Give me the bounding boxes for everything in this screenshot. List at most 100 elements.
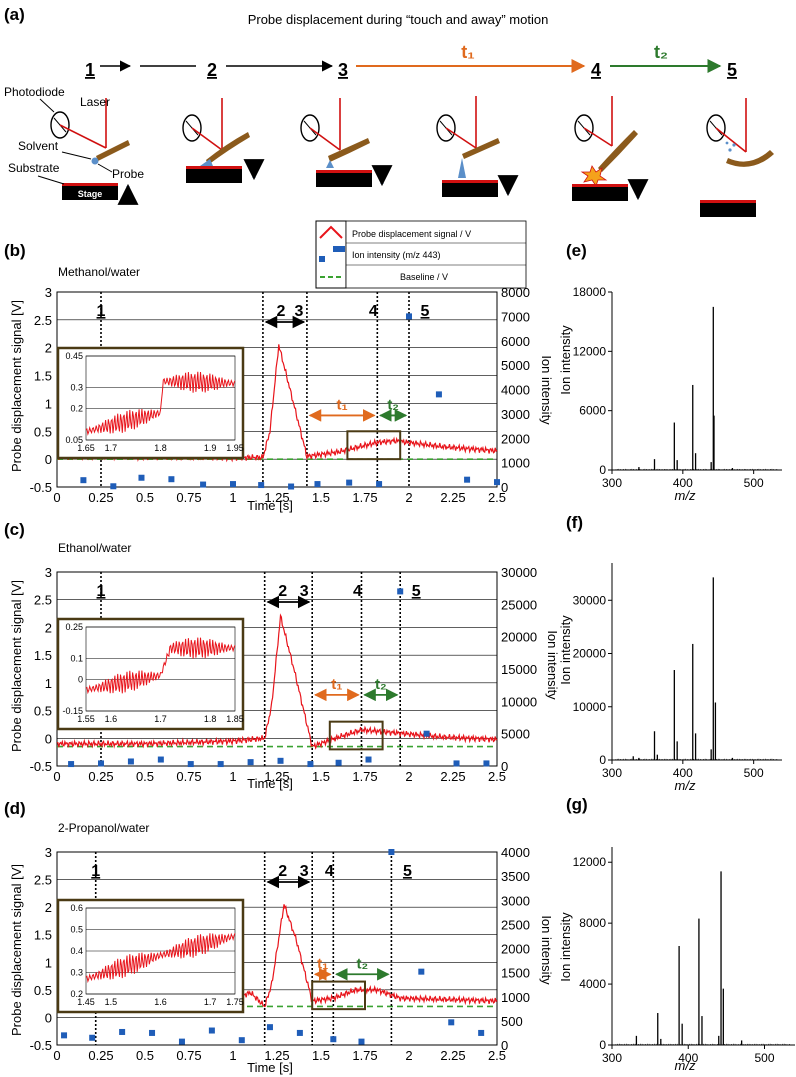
x-tick-label: 0.75 (176, 769, 201, 784)
x-tick-label: 2 (405, 1048, 412, 1063)
inset-trace (85, 637, 236, 695)
x-tick-label: 0 (53, 769, 60, 784)
panel-d-ylabel: Probe displacement signal [V] (9, 864, 24, 1036)
panel-f-plot: 0 10000 20000 30000 300 400 500 (573, 563, 782, 780)
y-tick-label: 2.5 (34, 313, 52, 328)
inset-plot-frame (85, 355, 236, 441)
y2-tick-label: 2500 (501, 917, 530, 932)
inset-y-tick-label: 0.2 (70, 989, 83, 999)
step-label-2: 2 (278, 863, 287, 880)
x-tick-label: 1 (229, 490, 236, 505)
ion-point (61, 1032, 68, 1039)
x-tick-label: 400 (678, 1051, 698, 1065)
y2-tick-label: 6000 (501, 334, 530, 349)
laser-label: Laser (80, 95, 110, 109)
panel-b-label: (b) (4, 241, 26, 260)
stage-block (186, 169, 242, 183)
y2-tick-label: 1000 (501, 990, 530, 1005)
y-tick-label: 1 (45, 396, 52, 411)
panel-d-y2label: Ion intensity (539, 915, 554, 985)
stage-block (62, 186, 118, 200)
zoom-region-box (311, 980, 367, 1011)
inset-x-tick-label: 1.6 (154, 997, 167, 1007)
step-label-5: 5 (727, 60, 737, 80)
inset-y-tick-label: 0.5 (70, 925, 83, 935)
x-tick-label: 0 (53, 490, 60, 505)
schematic-stage-4 (436, 96, 519, 197)
ion-point (296, 1029, 303, 1036)
y2-tick-label: 7000 (501, 309, 530, 324)
y2-tick-label: 5000 (501, 358, 530, 373)
ion-point (89, 1034, 96, 1041)
y-tick-label: 1 (45, 955, 52, 970)
x-tick-label: 0.5 (136, 769, 154, 784)
x-tick-label: 1.75 (352, 1048, 377, 1063)
panel-c: (c) Ethanol/water Probe displacement sig… (4, 520, 560, 791)
step-label-2: 2 (276, 303, 285, 320)
ion-point (448, 1019, 455, 1026)
step-label-4: 4 (369, 303, 378, 320)
inset-y-tick-label: 0.05 (65, 435, 83, 445)
inset-x-tick-label: 1.95 (226, 443, 244, 453)
inset-x-tick-label: 1.7 (105, 443, 118, 453)
legend-ion-icon (319, 256, 325, 262)
inset-x-tick-label: 1.5 (105, 997, 118, 1007)
x-tick-label: 0.75 (176, 1048, 201, 1063)
stage-block (572, 187, 628, 201)
x-tick-label: 1.75 (352, 769, 377, 784)
x-tick-label: 2.25 (440, 769, 465, 784)
ion-point (98, 760, 104, 767)
x-tick-label: 2.5 (488, 769, 506, 784)
x-tick-label: 2.5 (488, 1048, 506, 1063)
legend-baseline-label: Baseline / V (400, 272, 448, 282)
step-label-1: 1 (97, 303, 106, 320)
ion-point (138, 474, 145, 481)
inset: 0.05 0.2 0.3 0.45 1.65 1.7 1.8 1.9 1.95 (56, 346, 245, 460)
x-tick-label: 2.25 (440, 490, 465, 505)
y-tick-label: 4000 (579, 977, 606, 991)
y2-tick-label: 2000 (501, 431, 530, 446)
x-tick-label: 0.25 (88, 1048, 113, 1063)
ion-point (277, 757, 284, 764)
panel-b-xlabel: Time [s] (247, 498, 293, 513)
legend-signal-icon (319, 225, 343, 239)
y2-tick-label: 30000 (501, 565, 537, 580)
x-tick-label: 500 (754, 1051, 774, 1065)
step-label-3: 3 (294, 303, 303, 320)
x-tick-label: 400 (673, 476, 693, 490)
panel-d-subtitle: 2-Propanol/water (58, 821, 149, 835)
ion-point (238, 1037, 245, 1044)
x-tick-label: 500 (744, 476, 764, 490)
droplet-icon (728, 148, 732, 152)
y-tick-label: 0.5 (34, 704, 52, 719)
ion-point (483, 760, 490, 767)
x-tick-label: 2 (405, 769, 412, 784)
solvent-drop (91, 157, 99, 165)
panel-f-ylabel: Ion intensity (558, 615, 573, 685)
x-tick-label: 0.5 (136, 1048, 154, 1063)
ion-point (494, 479, 500, 486)
x-tick-label: 300 (602, 1051, 622, 1065)
panel-d: (d) 2-Propanol/water Probe displacement … (4, 799, 554, 1075)
inset: -0.15 0 0.1 0.25 1.55 1.6 1.7 1.8 1.85 (56, 617, 245, 731)
inset-x-tick-label: 1.7 (204, 997, 217, 1007)
schematic-stage-3 (300, 98, 393, 187)
ion-point (388, 849, 395, 855)
y-tick-label: 0 (45, 1010, 52, 1025)
probe-label: Probe (112, 167, 144, 181)
y-tick-label: 0 (599, 1038, 606, 1052)
panel-g-xlabel: m/z (675, 1058, 696, 1073)
inset-x-tick-label: 1.7 (154, 714, 167, 724)
ion-point (258, 482, 265, 489)
ion-point (157, 756, 164, 763)
probe-cantilever (206, 132, 250, 165)
substrate-layer (62, 183, 118, 186)
step-label-4: 4 (591, 60, 601, 80)
y2-tick-label: 4000 (501, 845, 530, 860)
panel-a-title: Probe displacement during “touch and awa… (248, 12, 549, 27)
schematic-stage-5 (572, 96, 649, 201)
y-tick-label: 3 (45, 845, 52, 860)
legend-signal-label: Probe displacement signal / V (352, 229, 471, 239)
solvent-bridge (458, 158, 466, 178)
